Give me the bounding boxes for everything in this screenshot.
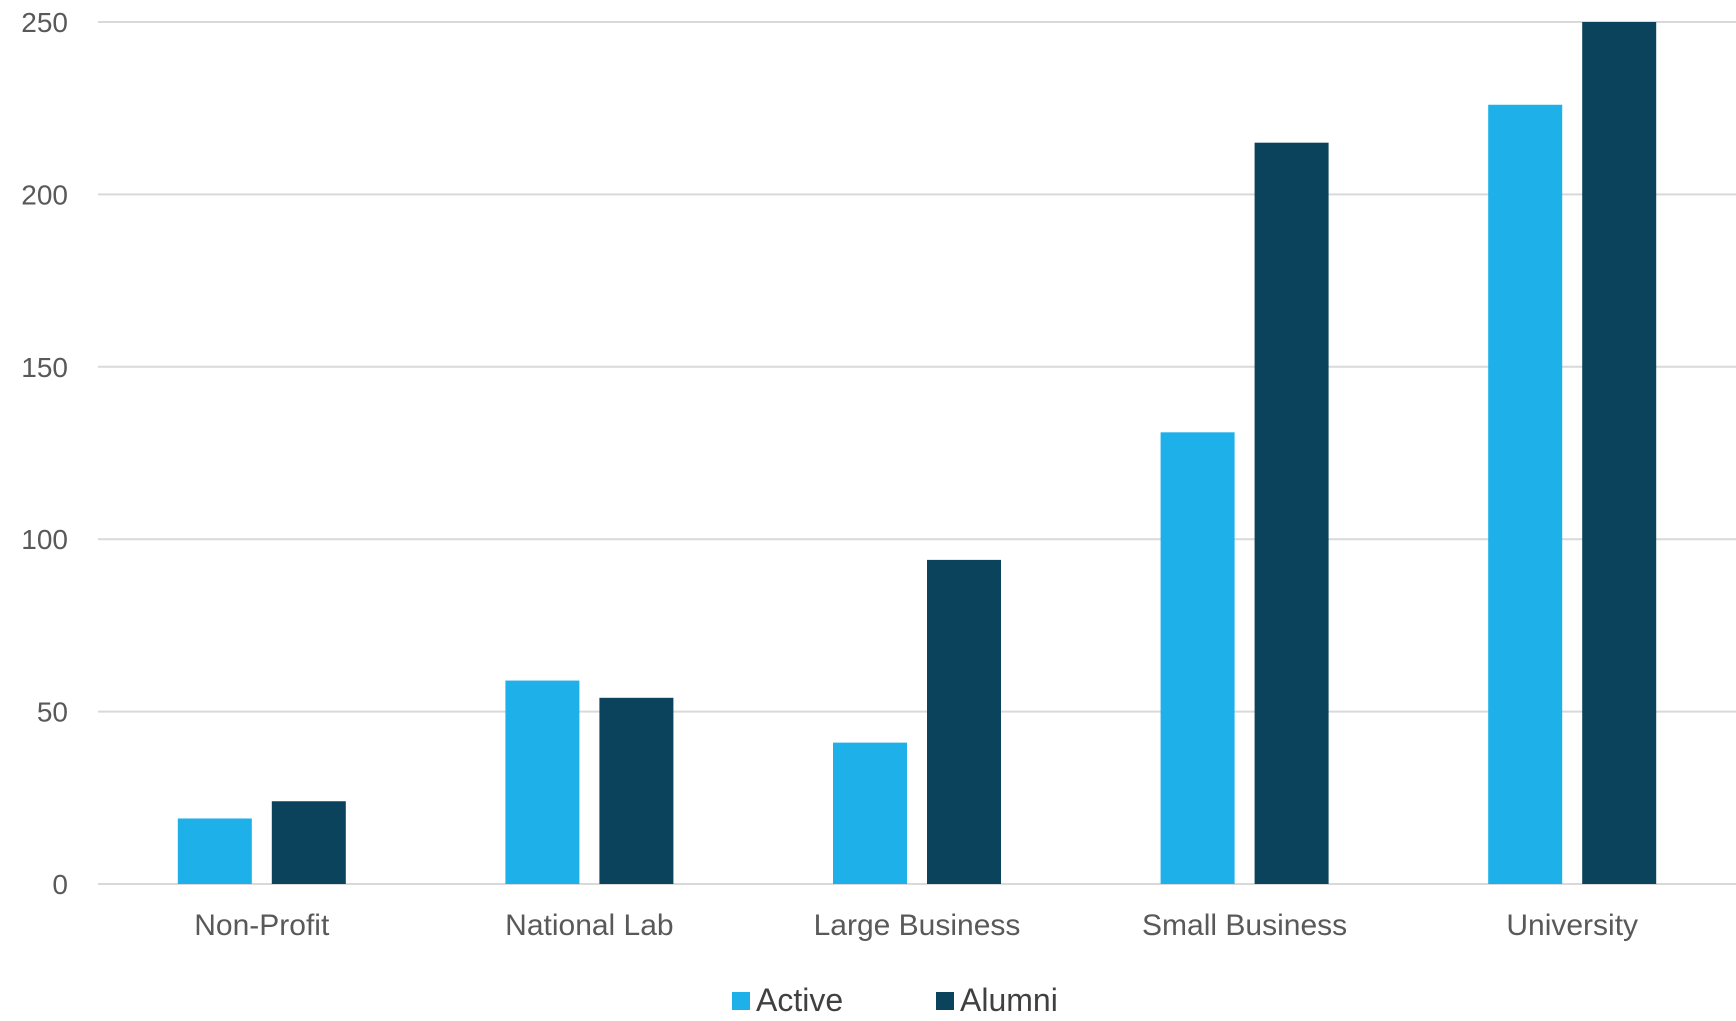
legend-swatch-active [732,992,750,1010]
bar-alumni-non-profit [271,801,346,884]
y-tick-label: 150 [21,352,68,383]
x-category-label: Non-Profit [194,909,330,942]
bar-active-small-business [1160,432,1235,884]
bars [177,22,1657,884]
x-category-label: Large Business [814,909,1021,942]
y-tick-label: 200 [21,179,68,210]
bar-alumni-large-business [927,559,1001,884]
legend-label-alumni: Alumni [960,982,1058,1016]
legend-swatch-alumni [936,992,954,1010]
bar-active-national-lab [505,680,580,884]
bar-active-large-business [833,742,907,884]
legend: Active Alumni [732,982,1058,1018]
x-axis-categories: Non-Profit National Lab Large Business Smal… [194,909,1638,942]
gridlines [98,21,1736,885]
bar-alumni-national-lab [599,697,674,884]
bar-active-non-profit [177,818,252,884]
bar-alumni-university [1582,22,1657,884]
bar-active-university [1488,104,1563,884]
x-category-label: Small Business [1142,909,1347,942]
legend-label-active: Active [756,982,843,1016]
x-category-label: University [1506,909,1638,942]
x-category-label: National Lab [505,909,673,942]
y-tick-label: 0 [52,869,68,900]
y-tick-label: 50 [37,697,68,728]
y-axis-ticks: 0 50 100 150 200 250 [21,7,68,900]
bar-alumni-small-business [1254,142,1329,884]
y-tick-label: 250 [21,7,68,38]
y-tick-label: 100 [21,524,68,555]
